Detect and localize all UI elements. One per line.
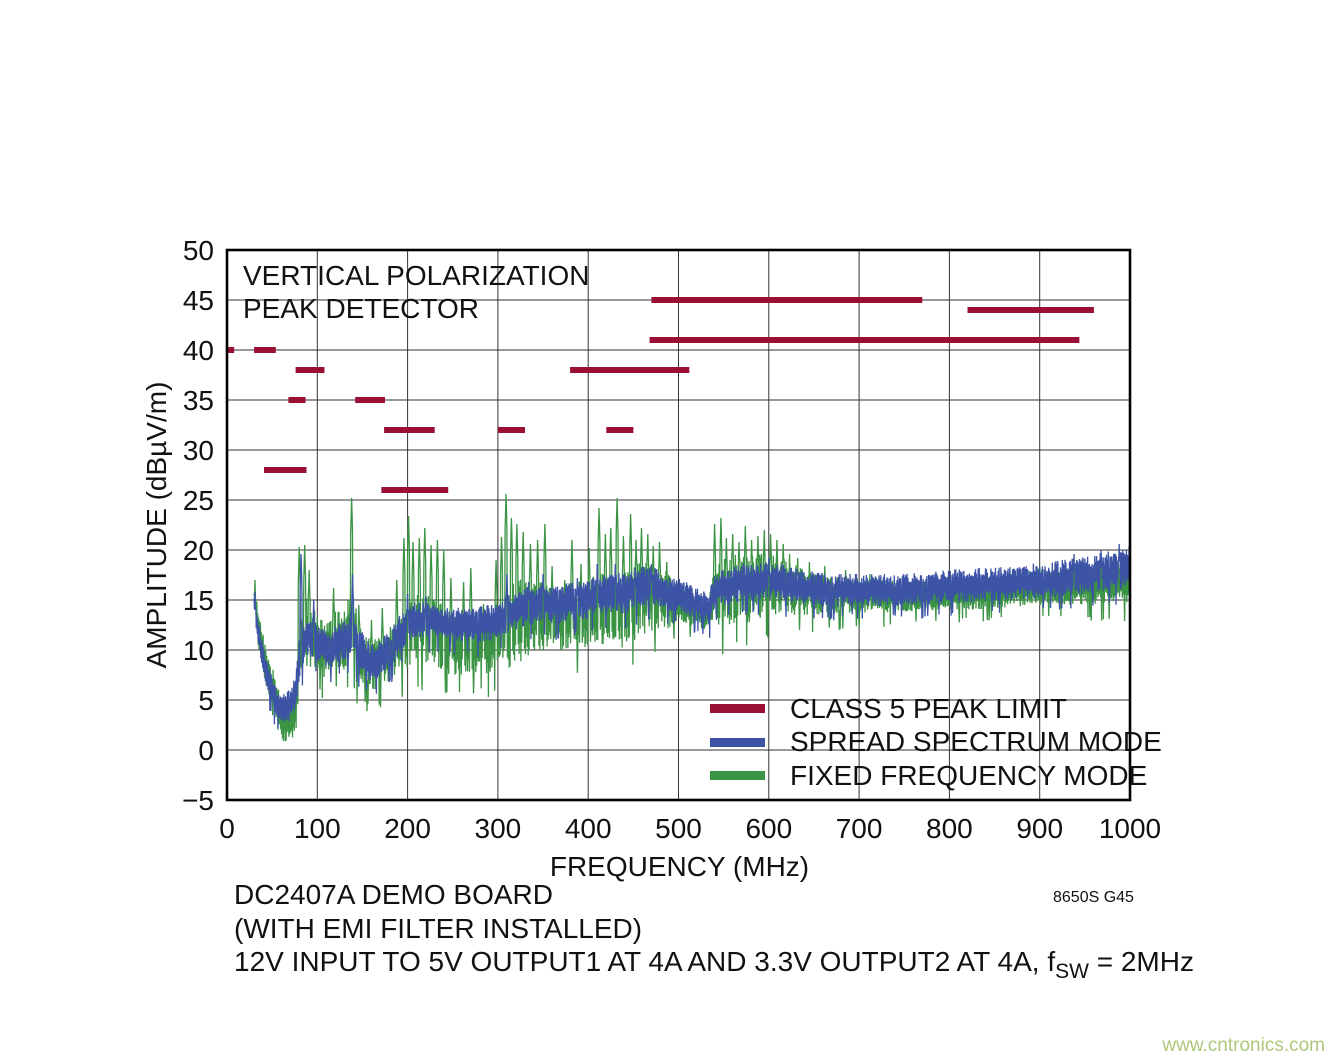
legend-item-class5-limit: CLASS 5 PEAK LIMIT (710, 692, 1162, 726)
y-tick-label: 30 (183, 435, 214, 466)
x-tick-label: 300 (475, 813, 522, 844)
x-tick-label: 700 (836, 813, 883, 844)
legend-label-spread: SPREAD SPECTRUM MODE (790, 726, 1162, 758)
x-tick-label: 1000 (1099, 813, 1161, 844)
axis-tick-labels: 0 100 200 300 400 500 600 700 800 900 1000−5051015… (182, 235, 1161, 844)
figure-captions: DC2407A DEMO BOARD (WITH EMI FILTER INST… (234, 878, 1194, 989)
limit-segments (227, 297, 1094, 493)
x-tick-label: 900 (1016, 813, 1063, 844)
y-axis-title: AMPLITUDE (dBµV/m) (141, 381, 172, 669)
x-tick-label: 500 (655, 813, 702, 844)
plot-frame (225, 248, 1132, 802)
annotation-line1: VERTICAL POLARIZATION (243, 260, 590, 291)
y-tick-label: 35 (183, 385, 214, 416)
x-tick-label: 0 (219, 813, 235, 844)
x-tick-label: 200 (384, 813, 431, 844)
chart-legend: CLASS 5 PEAK LIMIT SPREAD SPECTRUM MODE … (710, 692, 1162, 793)
figure-id: 8650S G45 (1053, 889, 1134, 906)
y-tick-label: 40 (183, 335, 214, 366)
y-tick-label: 50 (183, 235, 214, 266)
plot-border (225, 248, 1132, 802)
legend-swatch-fixed (710, 771, 765, 781)
y-tick-label: 20 (183, 535, 214, 566)
caption-line2: (WITH EMI FILTER INSTALLED) (234, 912, 643, 944)
caption-line3: 12V INPUT TO 5V OUTPUT1 AT 4A AND 3.3V O… (234, 945, 1194, 989)
y-tick-label: 45 (183, 285, 214, 316)
x-tick-label: 600 (745, 813, 792, 844)
x-tick-label: 100 (294, 813, 341, 844)
trace-spread-spectrum-mode (253, 543, 1131, 729)
legend-item-fixed-frequency: FIXED FREQUENCY MODE (710, 759, 1162, 793)
annotation-line2: PEAK DETECTOR (243, 293, 479, 324)
caption-line3-post: = 2MHz (1088, 946, 1194, 977)
plot-annotation: VERTICAL POLARIZATION PEAK DETECTOR (243, 259, 589, 325)
legend-swatch-spread (710, 737, 765, 747)
caption-line1: DC2407A DEMO BOARD (234, 879, 553, 910)
x-axis-title: FREQUENCY (MHz) (549, 851, 810, 882)
caption-line3-sub: SW (1055, 960, 1089, 983)
x-tick-label: 400 (565, 813, 612, 844)
y-tick-label: 0 (198, 735, 214, 766)
y-tick-label: 10 (183, 635, 214, 666)
legend-swatch-limit (710, 704, 765, 714)
y-tick-label: 25 (183, 485, 214, 516)
caption-line3-pre: 12V INPUT TO 5V OUTPUT1 AT 4A AND 3.3V O… (234, 946, 1056, 977)
y-tick-label: 5 (198, 685, 214, 716)
x-tick-label: 800 (926, 813, 973, 844)
legend-item-spread-spectrum: SPREAD SPECTRUM MODE (710, 726, 1162, 760)
y-tick-label: −5 (182, 785, 214, 816)
legend-label-limit: CLASS 5 PEAK LIMIT (790, 692, 1067, 724)
y-tick-label: 15 (183, 585, 214, 616)
site-watermark: www.cntronics.com (1162, 1035, 1325, 1056)
legend-label-fixed: FIXED FREQUENCY MODE (790, 759, 1148, 791)
trace-series (253, 493, 1131, 742)
